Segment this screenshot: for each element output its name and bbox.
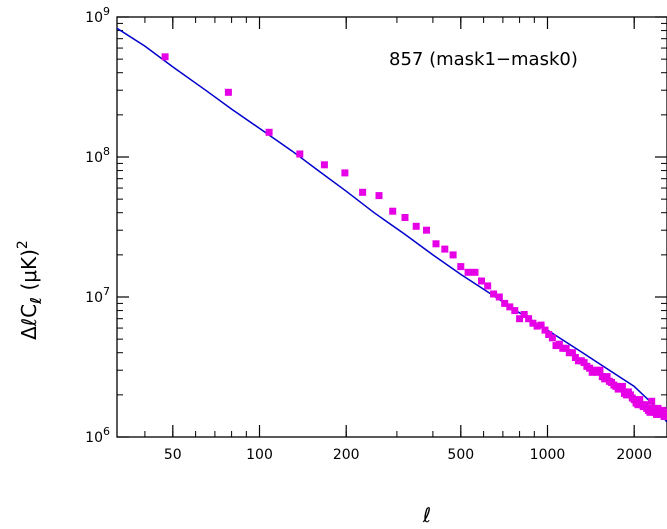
data-point bbox=[412, 222, 420, 230]
minor-ticks bbox=[117, 17, 667, 437]
data-point bbox=[161, 53, 169, 61]
data-point bbox=[641, 401, 649, 409]
data-point bbox=[341, 169, 349, 177]
x-tick-label: 1000 bbox=[530, 447, 566, 463]
data-point bbox=[648, 397, 656, 405]
plot-frame bbox=[116, 16, 667, 438]
data-point bbox=[555, 340, 563, 348]
x-tick-label: 50 bbox=[164, 447, 182, 463]
data-point bbox=[506, 303, 514, 311]
major-ticks bbox=[117, 16, 667, 438]
y-tick-label: 107 bbox=[85, 285, 110, 306]
data-point bbox=[501, 299, 509, 307]
data-point bbox=[533, 322, 541, 330]
data-point bbox=[320, 161, 328, 169]
data-point bbox=[516, 315, 524, 323]
data-point bbox=[586, 364, 594, 372]
y-axis-title: ΔℓCℓ (μK)2 bbox=[15, 240, 45, 340]
data-points bbox=[161, 53, 667, 420]
y-tick-label: 109 bbox=[85, 5, 110, 26]
data-point bbox=[495, 293, 503, 301]
data-point bbox=[490, 290, 498, 298]
data-point bbox=[389, 207, 397, 215]
y-axis-title-text: ΔℓCℓ (μK)2 bbox=[15, 240, 45, 340]
data-point bbox=[401, 214, 409, 221]
data-point bbox=[449, 251, 457, 259]
data-point bbox=[423, 226, 430, 234]
x-tick-label: 100 bbox=[246, 447, 273, 463]
data-point bbox=[562, 344, 570, 352]
data-point bbox=[441, 245, 449, 253]
data-point bbox=[545, 331, 553, 338]
data-point bbox=[224, 88, 232, 96]
data-point bbox=[511, 307, 519, 315]
data-point bbox=[596, 366, 604, 374]
fit-line bbox=[116, 27, 667, 423]
data-point bbox=[525, 315, 533, 323]
data-point bbox=[548, 334, 556, 342]
data-point bbox=[537, 321, 545, 329]
data-point bbox=[580, 359, 588, 367]
data-point bbox=[634, 401, 642, 409]
y-axis-title-prefix: ΔℓC bbox=[17, 304, 41, 340]
y-axis-title-subscript: ℓ bbox=[27, 297, 45, 305]
data-point bbox=[662, 408, 667, 416]
data-point bbox=[618, 382, 626, 390]
data-point bbox=[432, 240, 440, 248]
data-point bbox=[471, 268, 479, 276]
data-point bbox=[484, 282, 492, 290]
y-tick-label: 106 bbox=[85, 425, 110, 446]
data-point bbox=[603, 373, 611, 381]
y-tick-label: 108 bbox=[85, 145, 110, 166]
x-tick-label: 500 bbox=[447, 447, 474, 463]
x-tick-label: 2000 bbox=[616, 447, 652, 463]
data-point bbox=[568, 349, 576, 357]
data-point bbox=[464, 268, 472, 276]
data-point bbox=[265, 128, 273, 136]
y-axis-title-suffix: (μK) bbox=[17, 249, 41, 297]
data-point bbox=[359, 188, 367, 196]
data-point bbox=[375, 192, 383, 200]
data-point bbox=[541, 326, 549, 334]
data-point bbox=[636, 396, 644, 404]
x-tick-labels: 50 100 200 500 1000 2000 bbox=[164, 447, 652, 463]
data-point bbox=[478, 277, 485, 285]
y-tick-labels: 106 107 108 109 bbox=[85, 5, 110, 446]
data-point bbox=[520, 311, 528, 318]
x-tick-label: 200 bbox=[333, 447, 360, 463]
chart-annotation: 857 (mask1−mask0) bbox=[389, 49, 578, 70]
data-point bbox=[296, 150, 304, 158]
plot-area bbox=[116, 16, 667, 438]
data-point bbox=[649, 404, 657, 412]
data-point bbox=[660, 413, 667, 420]
data-point bbox=[646, 408, 654, 416]
data-point bbox=[457, 263, 465, 271]
y-axis-title-superscript: 2 bbox=[15, 240, 31, 249]
data-point bbox=[654, 404, 662, 412]
x-axis-title: ℓ bbox=[422, 503, 431, 527]
data-point bbox=[529, 319, 537, 327]
